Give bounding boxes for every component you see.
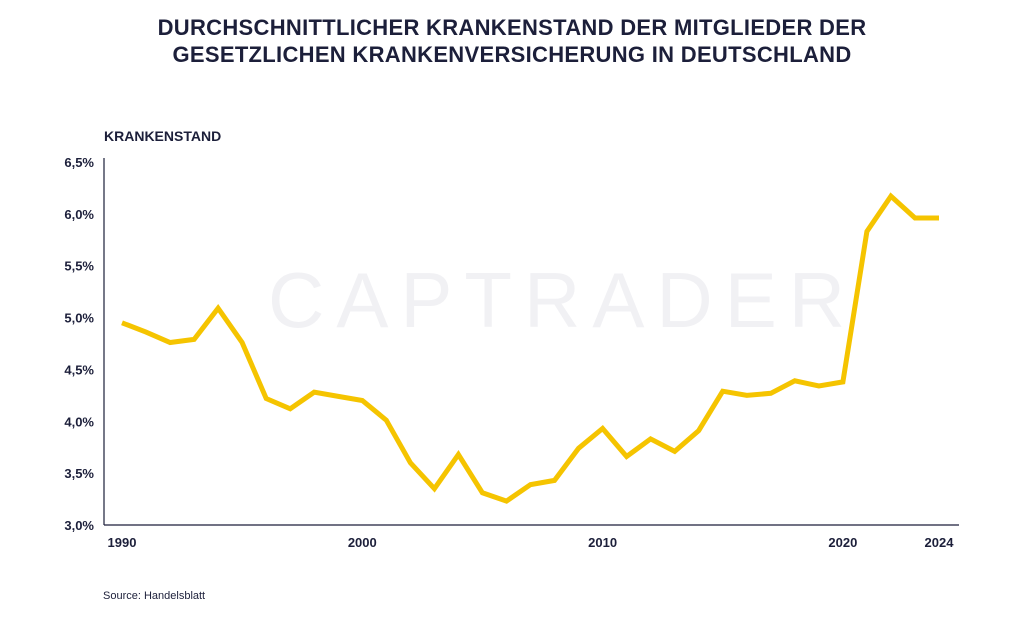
y-axis-label: KRANKENSTAND (104, 128, 222, 144)
x-tick-label: 2000 (348, 535, 377, 550)
x-tick-label: 1990 (108, 535, 137, 550)
x-tick-label: 2024 (925, 535, 955, 550)
series-line (121, 192, 939, 504)
watermark: CAPTRADER (268, 256, 858, 344)
y-tick-label: 4,5% (64, 362, 94, 377)
chart-title-line-1: DURCHSCHNITTLICHER KRANKENSTAND DER MITG… (157, 15, 867, 40)
y-tick-label: 3,5% (64, 466, 94, 481)
y-tick-label: 3,0% (64, 518, 94, 533)
x-tick-label: 2020 (828, 535, 857, 550)
y-tick-label: 6,0% (64, 207, 94, 222)
y-tick-label: 5,5% (64, 259, 94, 274)
y-tick-label: 4,0% (64, 414, 94, 429)
chart-title-line-2: GESETZLICHEN KRANKENVERSICHERUNG IN DEUT… (172, 42, 852, 67)
y-tick-label: 6,5% (64, 155, 94, 170)
source-note: Source: Handelsblatt (103, 590, 206, 602)
y-tick-label: 5,0% (64, 311, 94, 326)
chart-title: DURCHSCHNITTLICHER KRANKENSTAND DER MITG… (0, 14, 1024, 68)
x-tick-label: 2010 (588, 535, 617, 550)
